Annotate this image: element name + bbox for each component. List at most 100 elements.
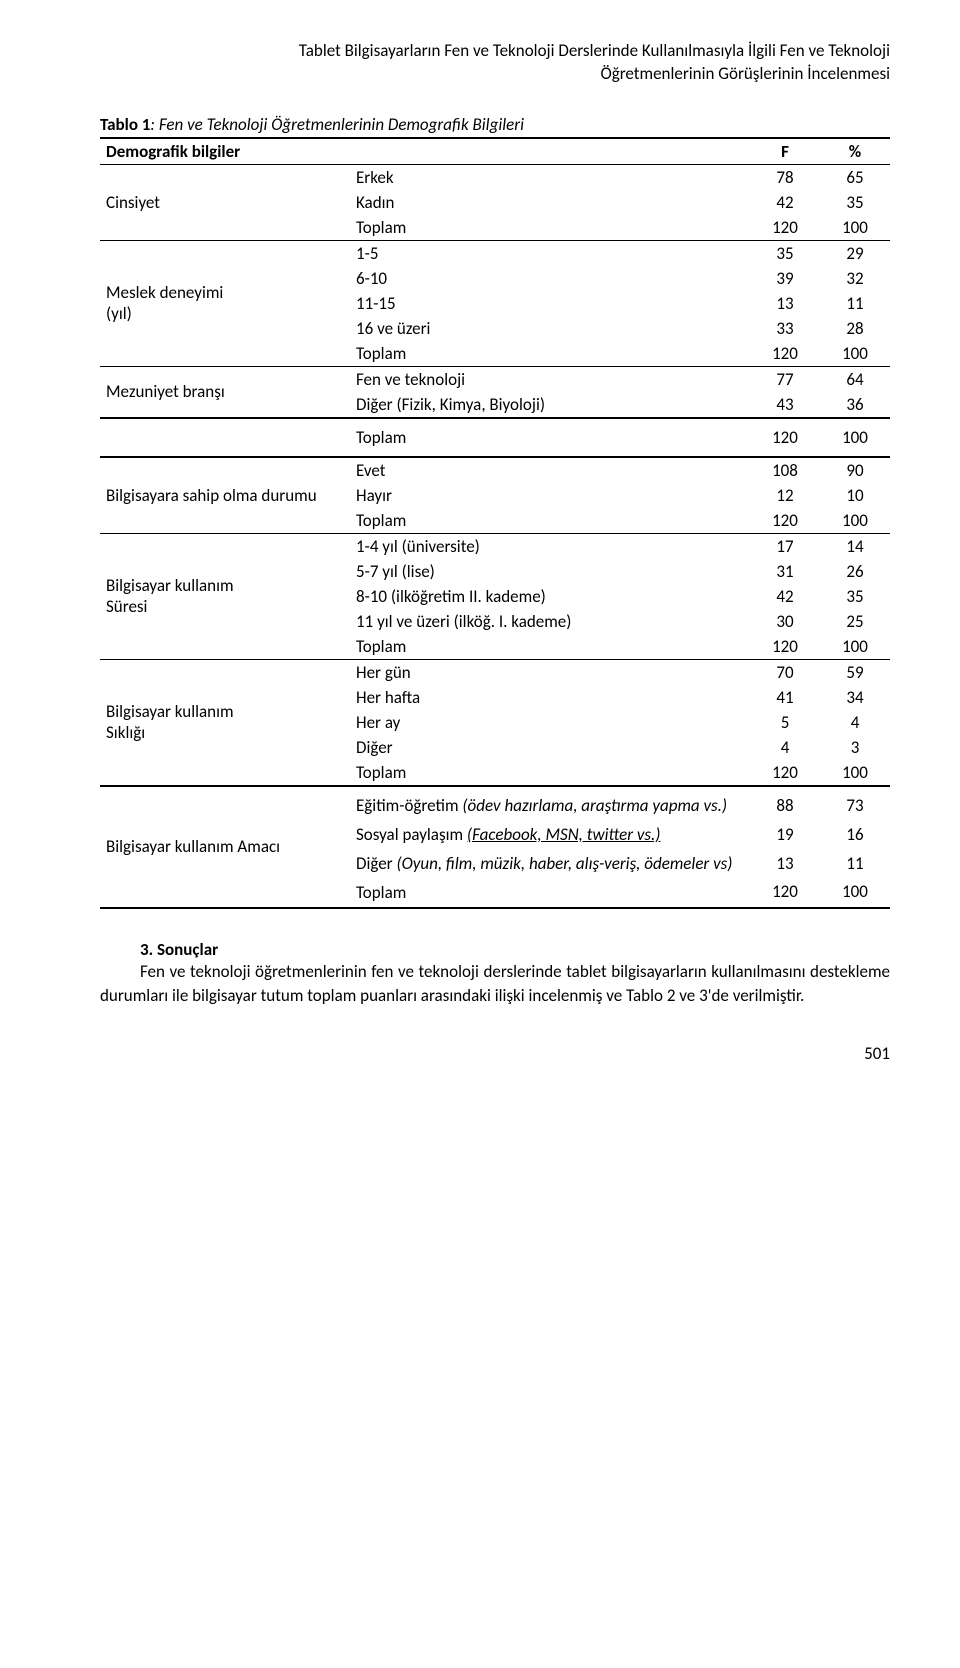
cell-sub: Toplam [350,876,750,908]
caption-rest: : Fen ve Teknoloji Öğretmenlerinin Demog… [150,114,524,135]
caption-prefix: Tablo 1 [100,114,150,135]
cell-f: 33 [750,316,820,341]
cell-f: 13 [750,847,820,876]
results-section: 3. Sonuçlar [100,939,890,960]
col-header-f: F [750,138,820,165]
cell-sub: 1-5 [350,240,750,266]
cell-p: 14 [820,533,890,559]
cell-p: 32 [820,266,890,291]
cell-f: 12 [750,483,820,508]
cell-f: 77 [750,366,820,392]
cell-f: 120 [750,215,820,241]
table-caption: Tablo 1: Fen ve Teknoloji Öğretmenlerini… [100,114,890,135]
cell-p: 100 [820,876,890,908]
cell-sub: Toplam [350,634,750,660]
sub-italic: (Oyun, film, müzik, haber, alış-veriş, ö… [396,853,732,874]
cell-sub: Evet [350,457,750,483]
cell-f: 120 [750,634,820,660]
cell-p: 11 [820,847,890,876]
cell-p: 59 [820,659,890,685]
cell-sub: Toplam [350,215,750,241]
cell-sub: Her ay [350,710,750,735]
cell-f: 120 [750,760,820,786]
label-line: Meslek deneyimi [106,282,223,303]
cell-p: 64 [820,366,890,392]
col-header-label: Demografik bilgiler [100,138,750,165]
header-line-1: Tablet Bilgisayarların Fen ve Teknoloji … [299,40,890,61]
cell-p: 100 [820,634,890,660]
cell-p: 35 [820,190,890,215]
cell-f: 120 [750,508,820,534]
cell-f: 5 [750,710,820,735]
cell-sub: Hayır [350,483,750,508]
section-heading: 3. Sonuçlar [140,939,890,960]
cell-p: 100 [820,418,890,457]
cell-sub: 11 yıl ve üzeri (ilköğ. I. kademe) [350,609,750,634]
cell-f: 4 [750,735,820,760]
cell-sub: 6-10 [350,266,750,291]
cell-f: 108 [750,457,820,483]
cell-sub: 5-7 yıl (lise) [350,559,750,584]
cell-f: 78 [750,164,820,190]
group-label-meslek: Meslek deneyimi (yıl) [100,240,350,366]
cell-f: 41 [750,685,820,710]
cell-sub: Toplam [350,508,750,534]
cell-sub: Erkek [350,164,750,190]
sub-prefix: Diğer [356,853,396,874]
cell-sub: Sosyal paylaşım (Facebook, MSN, twitter … [350,818,750,847]
cell-sub: 8-10 (ilköğretim II. kademe) [350,584,750,609]
cell-sub: Toplam [350,760,750,786]
cell-p: 34 [820,685,890,710]
cell-sub: 16 ve üzeri [350,316,750,341]
cell-f: 39 [750,266,820,291]
cell-p: 28 [820,316,890,341]
section-body: Fen ve teknoloji öğretmenlerinin fen ve … [100,960,890,1008]
cell-p: 11 [820,291,890,316]
cell-sub: Diğer (Oyun, film, müzik, haber, alış-ve… [350,847,750,876]
label-line: Bilgisayar kullanım [106,575,234,596]
cell-p: 65 [820,164,890,190]
cell-sub: Her gün [350,659,750,685]
demographics-table: Demografik bilgiler F % Cinsiyet Erkek 7… [100,137,890,909]
cell-p: 90 [820,457,890,483]
cell-p: 100 [820,508,890,534]
group-label-mezuniyet: Mezuniyet branşı [100,366,350,418]
body-run: Fen ve teknoloji öğretmenlerinin fen ve … [100,961,890,1006]
group-label-sahip: Bilgisayara sahip olma durumu [100,457,350,534]
page-number: 501 [100,1043,890,1064]
sub-prefix: Sosyal paylaşım [356,824,467,845]
cell-sub: 11-15 [350,291,750,316]
label-line: Sıklığı [106,722,145,743]
cell-p: 4 [820,710,890,735]
label-line: Süresi [106,596,147,617]
cell-f: 35 [750,240,820,266]
cell-sub: Kadın [350,190,750,215]
sub-prefix: Eğitim-öğretim [356,795,462,816]
cell-p: 100 [820,341,890,367]
cell-f: 120 [750,418,820,457]
group-label-cinsiyet: Cinsiyet [100,164,350,240]
cell-f: 31 [750,559,820,584]
cell-p: 36 [820,392,890,418]
cell-f: 19 [750,818,820,847]
cell-sub: Toplam [350,418,750,457]
cell-p: 29 [820,240,890,266]
cell-p: 3 [820,735,890,760]
header-line-2: Öğretmenlerinin Görüşlerinin İncelenmesi [600,63,890,84]
cell-sub: Her hafta [350,685,750,710]
cell-f: 120 [750,876,820,908]
col-header-percent: % [820,138,890,165]
cell-p: 100 [820,760,890,786]
cell-p: 35 [820,584,890,609]
cell-p: 26 [820,559,890,584]
cell-p: 16 [820,818,890,847]
cell-f: 42 [750,190,820,215]
cell-sub: Eğitim-öğretim (ödev hazırlama, araştırm… [350,786,750,818]
group-label-amac: Bilgisayar kullanım Amacı [100,786,350,908]
cell-sub: Diğer [350,735,750,760]
group-label-siklik: Bilgisayar kullanım Sıklığı [100,659,350,786]
sub-italic-underline: (Facebook, MSN, twitter vs.) [467,824,661,845]
page-header: Tablet Bilgisayarların Fen ve Teknoloji … [100,40,890,86]
cell-f: 120 [750,341,820,367]
cell-p: 73 [820,786,890,818]
